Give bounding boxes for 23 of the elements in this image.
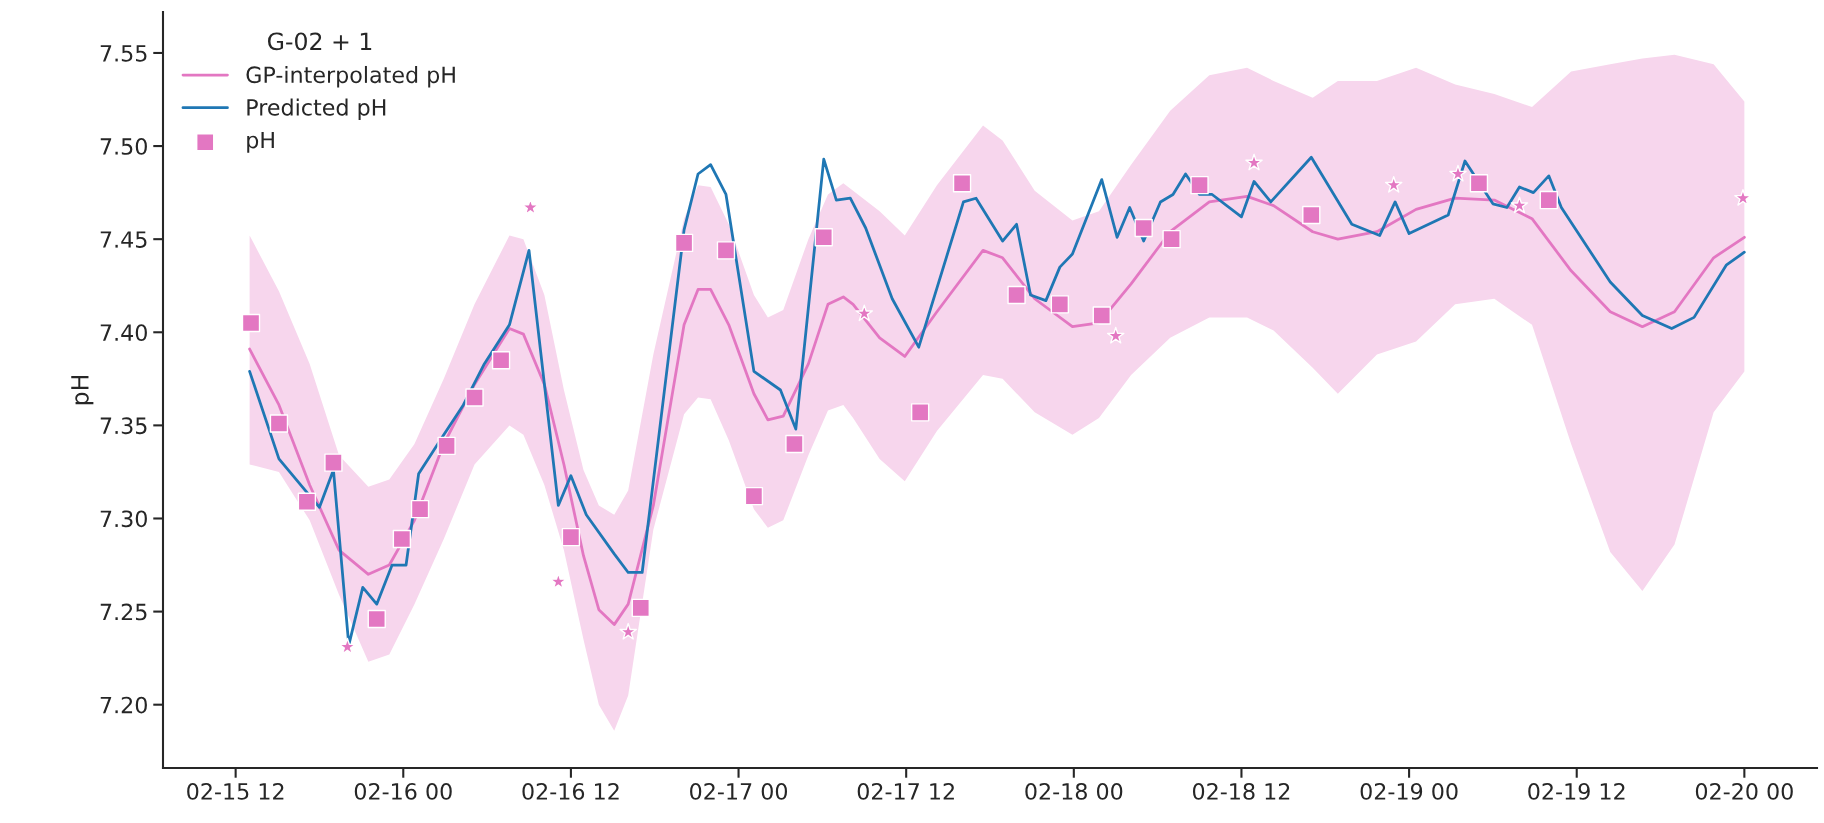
legend-label: pH: [247, 131, 274, 153]
y-tick-label: 7.45: [100, 231, 147, 248]
x-tick-label: 02-19 00: [1360, 782, 1458, 800]
y-tick-label: 7.30: [100, 510, 147, 528]
x-tick-label: 02-16 12: [522, 782, 619, 800]
x-tick-label: 02-17 00: [690, 782, 788, 800]
y-axis-title: pH: [71, 375, 94, 405]
y-tick-label: 7.35: [100, 417, 147, 435]
legend-label: GP-interpolated pH: [246, 65, 455, 88]
y-tick-label: 7.20: [100, 696, 147, 714]
x-tick-label: 02-18 12: [1192, 782, 1290, 800]
legend-title: G-02 + 1: [267, 32, 372, 51]
y-tick-label: 7.50: [100, 138, 147, 155]
x-tick-label: 02-17 12: [857, 782, 954, 800]
x-tick-label: 02-19 12: [1528, 782, 1625, 800]
x-tick-label: 02-18 00: [1025, 782, 1123, 800]
y-tick-label: 7.55: [100, 45, 147, 62]
y-tick-label: 7.25: [100, 603, 147, 621]
x-tick-label: 02-20 00: [1695, 782, 1793, 800]
x-tick-label: 02-15 12: [187, 782, 284, 800]
x-tick-label: 02-16 00: [354, 782, 452, 800]
y-tick-label: 7.40: [100, 324, 147, 342]
legend-label: Predicted pH: [247, 98, 386, 121]
